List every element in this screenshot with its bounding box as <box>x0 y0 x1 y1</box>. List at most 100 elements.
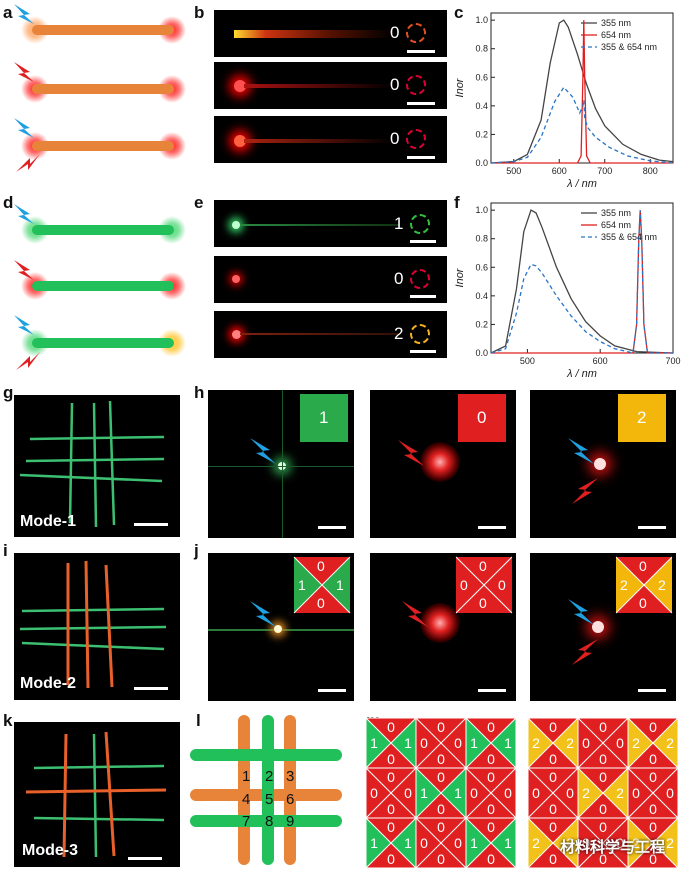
x-tick-label: 800 <box>643 166 658 176</box>
red-lightning-icon <box>572 478 598 504</box>
state-number: 2 <box>394 324 404 343</box>
cell-number: 1 <box>370 835 378 851</box>
cell-number: 2 <box>632 835 640 851</box>
scale-bar <box>410 240 436 243</box>
cell-number: 0 <box>649 719 657 735</box>
scale-bar <box>318 689 346 692</box>
dashed-circle-icon <box>406 23 426 43</box>
inset-number-right: 1 <box>336 577 344 593</box>
panel-label-k: k <box>3 711 13 730</box>
state-inset-yellow <box>618 394 666 442</box>
cell-number: 0 <box>387 819 395 835</box>
red-lightning-icon <box>14 260 34 280</box>
inset-number: 2 <box>637 408 647 427</box>
blue-lightning-icon <box>14 4 34 24</box>
micrograph-b2: 0 <box>214 62 447 109</box>
inset-number-right: 2 <box>658 577 666 593</box>
panel-label-g: g <box>3 383 14 402</box>
state-inset-green <box>300 394 348 442</box>
cell-number: 0 <box>487 801 495 817</box>
cell-number: 0 <box>532 785 540 801</box>
panel-label-d: d <box>3 193 14 212</box>
cell-number: 0 <box>487 819 495 835</box>
state-number: 1 <box>394 214 404 233</box>
cell-number: 0 <box>387 751 395 767</box>
cell-number: 2 <box>566 835 574 851</box>
cell-number: 0 <box>437 851 445 867</box>
legend-label: 355 & 654 nm <box>601 232 657 242</box>
micrograph-i: Mode-2 <box>14 553 180 700</box>
inset-number: 0 <box>477 408 487 427</box>
inset-number-left: 2 <box>620 577 628 593</box>
schematic-a <box>14 4 186 172</box>
mode-label: Mode-1 <box>20 513 76 530</box>
cell-number: 0 <box>549 819 557 835</box>
cell-number: 1 <box>404 835 412 851</box>
cell-number: 2 <box>632 735 640 751</box>
matrix-cell: 0 02 2 <box>527 717 579 769</box>
scale-bar <box>410 295 436 298</box>
matrix-cell: 0 02 2 <box>527 817 579 869</box>
blue-lightning-icon <box>14 315 34 335</box>
cell-number: 0 <box>632 785 640 801</box>
plot-frame <box>490 12 674 164</box>
matrix-cell: 000 0 <box>365 767 417 819</box>
cell-number: 2 <box>566 735 574 751</box>
scale-bar <box>128 857 162 860</box>
cell-number: 0 <box>649 819 657 835</box>
cell-number: 1 <box>454 785 462 801</box>
y-tick-label: 0.8 <box>475 44 488 54</box>
cell-number: 0 <box>437 801 445 817</box>
cell-number: 0 <box>549 769 557 785</box>
scale-bar <box>638 526 666 529</box>
matrix-cell: 0 02 2 <box>627 817 679 869</box>
cell-number: 0 <box>599 819 607 835</box>
y-tick-label: 0.8 <box>475 234 488 244</box>
cell-number: 0 <box>549 719 557 735</box>
panel-label-b: b <box>194 3 205 22</box>
micrograph-e3: 2 <box>214 311 447 358</box>
panel-label-f: f <box>454 193 460 212</box>
cell-number: 0 <box>387 801 395 817</box>
cell-number: 0 <box>599 801 607 817</box>
micrograph-b1: 0 <box>214 10 447 57</box>
cell-number: 0 <box>487 769 495 785</box>
panel-label-l: l <box>196 711 201 730</box>
cell-number: 2 <box>582 785 590 801</box>
scale-bar <box>410 350 436 353</box>
cell-number: 0 <box>566 785 574 801</box>
inset-number-bottom: 0 <box>317 595 325 611</box>
matrix-cell: 000 0 <box>415 717 467 769</box>
state-number: 0 <box>390 129 400 148</box>
cell-number: 0 <box>649 851 657 867</box>
dashed-circle-icon <box>410 214 430 234</box>
blue-lightning-icon <box>568 438 594 464</box>
x-tick-label: 500 <box>520 356 535 366</box>
matrix-cell: 0 01 1 <box>365 817 417 869</box>
matrix-cell: 000 0 <box>527 767 579 819</box>
panel-label-e: e <box>194 193 204 212</box>
x-tick-label: 700 <box>665 356 680 366</box>
panel-label-c: c <box>454 3 464 22</box>
micrograph-j3: 0 2 2 0 <box>530 553 676 701</box>
scale-bar <box>478 689 506 692</box>
grid-number: 8 <box>265 813 274 830</box>
cell-number: 0 <box>649 769 657 785</box>
watermark-text: 材料科学与工程 <box>560 839 666 856</box>
y-tick-label: 1.0 <box>475 205 488 215</box>
micrograph-h3: 2 <box>530 390 676 538</box>
micrograph-h1: 1 <box>208 390 354 538</box>
series-line <box>491 20 673 164</box>
cell-number: 1 <box>470 835 478 851</box>
y-tick-label: 0.2 <box>475 129 488 139</box>
cell-number: 0 <box>487 851 495 867</box>
state-inset-red <box>458 394 506 442</box>
panel-label-h: h <box>194 383 205 402</box>
scale-bar <box>638 689 666 692</box>
matrix-cell: 0 02 2 <box>627 717 679 769</box>
inset-number: 1 <box>319 408 329 427</box>
cell-number: 0 <box>437 819 445 835</box>
micrograph-j1: 0 1 1 0 <box>208 553 354 701</box>
grid-number: 7 <box>242 813 251 830</box>
inset-number-top: 0 <box>639 558 647 574</box>
